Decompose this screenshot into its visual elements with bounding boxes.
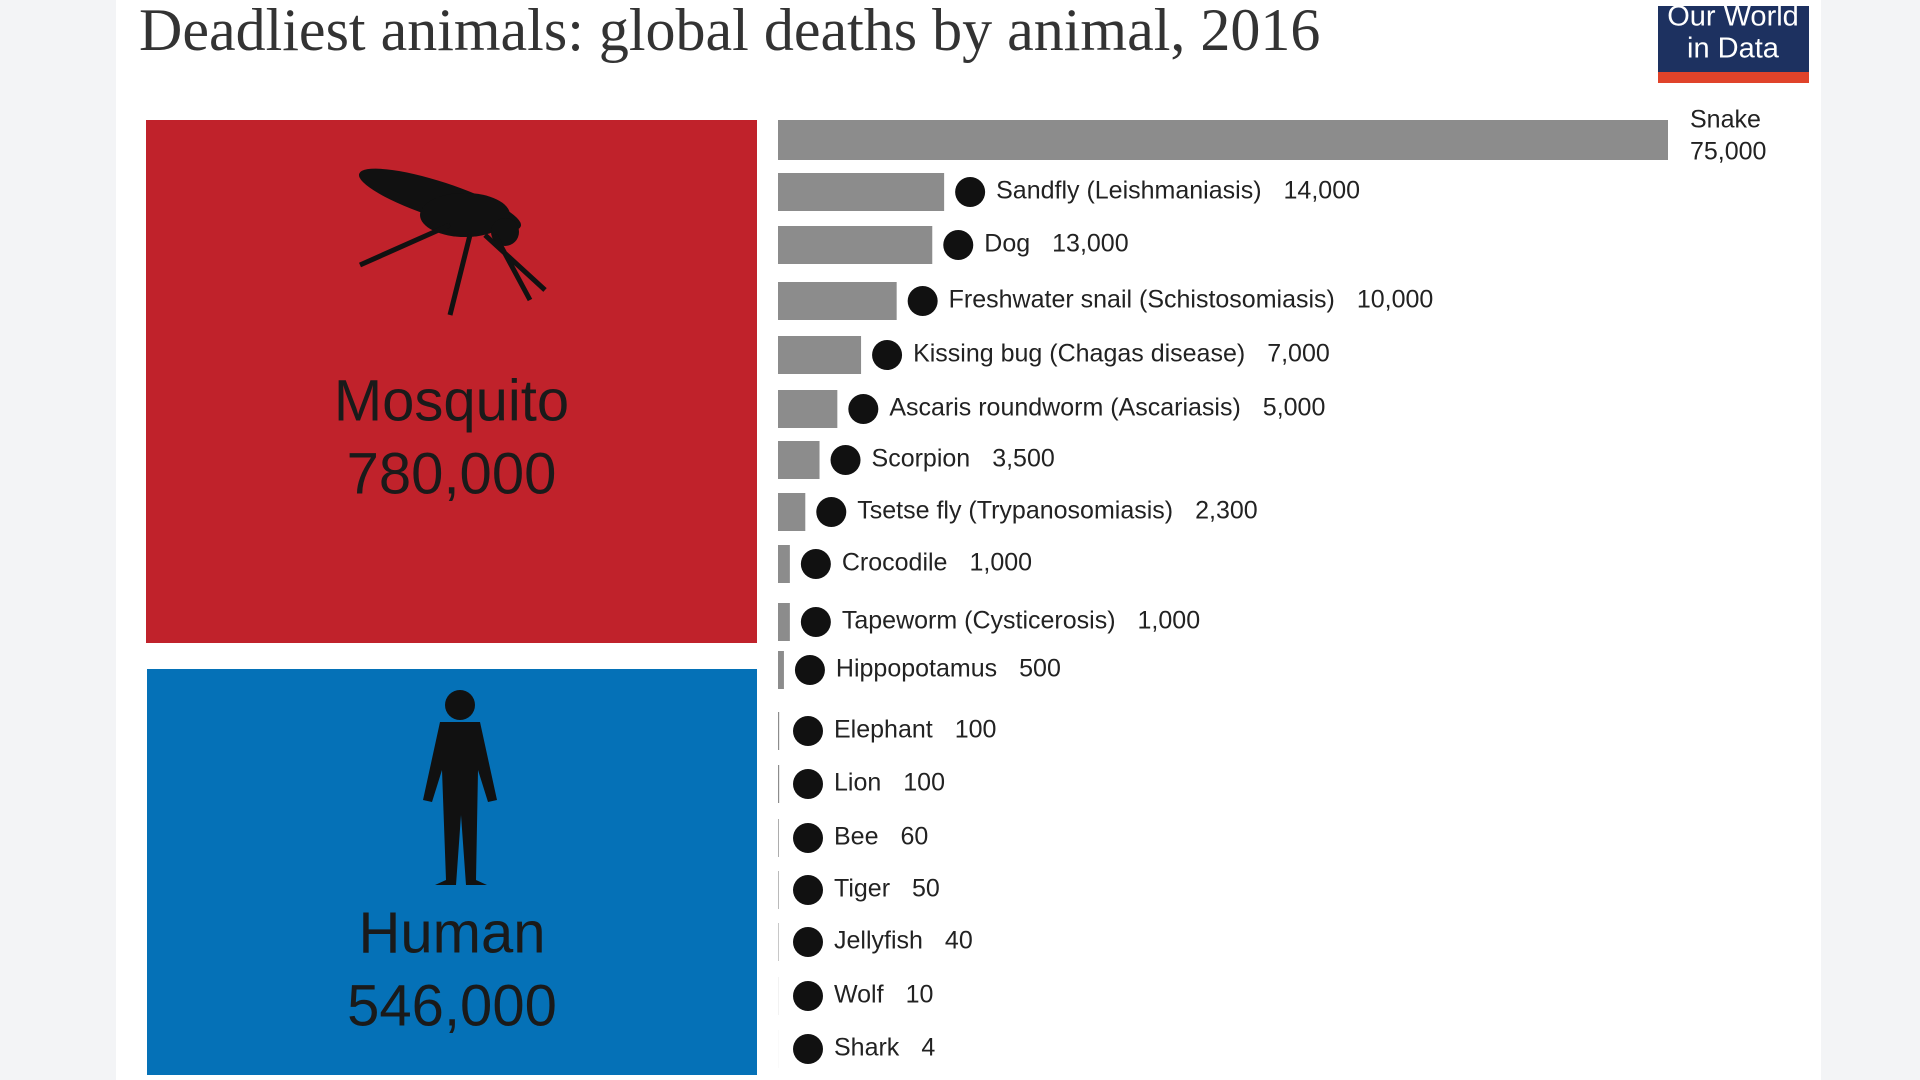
bar (778, 603, 790, 641)
value-label: 100 (903, 769, 945, 797)
bar (778, 765, 780, 803)
animal-icon (793, 981, 823, 1011)
animal-icon (793, 875, 823, 905)
animal-icon (793, 927, 823, 957)
logo-box (1658, 6, 1809, 72)
animal-icon (907, 286, 938, 316)
value-label: 40 (945, 927, 973, 955)
animal-icon (800, 607, 831, 637)
logo-stripe (1658, 72, 1809, 83)
animal-icon (955, 177, 986, 207)
value-label: 2,300 (1195, 497, 1258, 525)
value-label: 13,000 (1052, 230, 1128, 258)
bar-label: Tsetse fly (Trypanosomiasis) (857, 497, 1173, 525)
value-label: 1,000 (969, 549, 1032, 577)
bar-label: Snake (1690, 106, 1761, 134)
bar-label: Dog (984, 230, 1030, 258)
value-label: 7,000 (1267, 340, 1330, 368)
bar-label: Shark (834, 1034, 900, 1062)
value-label: 60 (900, 823, 928, 851)
chart-title: Deadliest animals: global deaths by anim… (139, 0, 1320, 63)
bar-label: Bee (834, 823, 878, 851)
bar (778, 390, 838, 428)
animal-icon (793, 716, 823, 746)
value-label: 500 (1019, 655, 1061, 683)
bar (778, 493, 806, 531)
bar-label: Lion (834, 769, 881, 797)
bar (778, 819, 779, 857)
logo-text: Our World (1667, 1, 1799, 33)
logo-text: in Data (1687, 33, 1780, 65)
highlight-name: Human (359, 900, 546, 965)
bar-label: Wolf (834, 981, 884, 1009)
value-label: 10 (906, 981, 934, 1009)
animal-icon (800, 549, 831, 579)
mosquito-icon (358, 168, 547, 316)
value-label: 50 (912, 875, 940, 903)
bar (778, 120, 1668, 160)
animal-icon (793, 769, 823, 799)
animal-icon (830, 445, 861, 475)
logo: Our World in Data (1658, 1, 1809, 83)
value-label: 14,000 (1284, 177, 1360, 205)
value-label: 100 (955, 716, 997, 744)
animal-icon (793, 823, 823, 853)
bar-label: Scorpion (872, 445, 971, 473)
animal-icon (872, 340, 903, 370)
animal-icon (794, 655, 825, 685)
bar (778, 282, 897, 320)
bar (778, 336, 862, 374)
human-icon (423, 690, 497, 885)
bar (778, 712, 780, 750)
value-label: 75,000 (1690, 138, 1766, 166)
bar-label: Hippopotamus (836, 655, 997, 683)
highlight-value: 780,000 (347, 441, 557, 506)
bar-label: Kissing bug (Chagas disease) (913, 340, 1245, 368)
bar (778, 545, 790, 583)
highlight-value: 546,000 (347, 973, 557, 1038)
bar-label: Tiger (834, 875, 890, 903)
bar (778, 651, 784, 689)
bar-label: Tapeworm (Cysticerosis) (842, 607, 1116, 635)
value-label: 4 (921, 1034, 935, 1062)
animal-icon (793, 1034, 823, 1064)
bar-label: Ascaris roundworm (Ascariasis) (889, 394, 1240, 422)
highlight-name: Mosquito (334, 368, 569, 433)
bar-label: Freshwater snail (Schistosomiasis) (949, 286, 1335, 314)
bar (778, 441, 820, 479)
bar-label: Sandfly (Leishmaniasis) (996, 177, 1261, 205)
value-label: 1,000 (1138, 607, 1201, 635)
bar-label: Jellyfish (834, 927, 923, 955)
bar-label: Crocodile (842, 549, 948, 577)
bar-label: Elephant (834, 716, 933, 744)
bar (778, 871, 779, 909)
animal-icon (848, 394, 879, 424)
value-label: 10,000 (1357, 286, 1433, 314)
animal-icon (816, 497, 847, 527)
bar (778, 173, 945, 211)
animal-icon (943, 230, 974, 260)
value-label: 3,500 (992, 445, 1055, 473)
bar (778, 226, 933, 264)
value-label: 5,000 (1263, 394, 1326, 422)
